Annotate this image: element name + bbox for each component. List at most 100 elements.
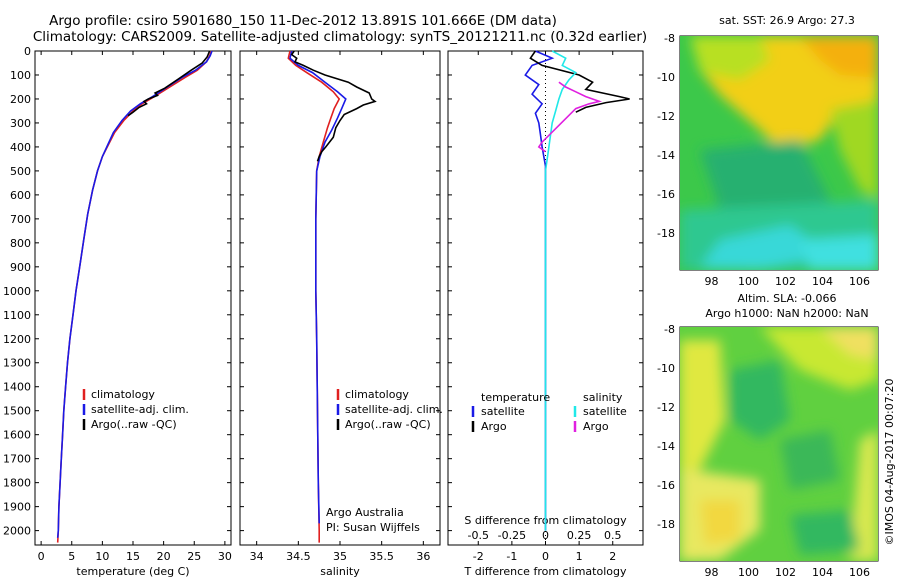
legend-label: satellite	[481, 405, 525, 418]
y-tick-label: 1800	[3, 477, 31, 490]
map-y-tick-label: -8	[664, 323, 675, 336]
map-x-tick-label: 104	[812, 275, 833, 288]
series-line-argo	[529, 50, 630, 113]
map-y-tick-label: -16	[657, 188, 675, 201]
x-tick-label: 35.5	[369, 550, 394, 563]
x-axis-label: T difference from climatology	[464, 565, 627, 578]
y-tick-label: 1700	[3, 453, 31, 466]
map-x-tick-label: 106	[849, 566, 870, 579]
x-axis-label: temperature (deg C)	[76, 565, 189, 578]
s-diff-tick-label: -0.5	[468, 529, 489, 542]
map-y-tick-label: -18	[657, 227, 675, 240]
x-tick-label: -2	[473, 550, 484, 563]
y-tick-label: 700	[10, 213, 31, 226]
x-tick-label: 20	[157, 550, 171, 563]
map-title: Altim. SLA: -0.066	[737, 292, 836, 305]
figure-title-line2: Climatology: CARS2009. Satellite-adjuste…	[32, 29, 648, 45]
series-line-argo-raw-qc-	[127, 50, 211, 117]
y-tick-label: 1100	[3, 309, 31, 322]
y-tick-label: 2000	[3, 525, 31, 538]
map-x-tick-label: 100	[738, 566, 759, 579]
map-y-tick-label: -10	[657, 362, 675, 375]
y-tick-label: 300	[10, 117, 31, 130]
annotation-institution: Argo Australia	[326, 506, 404, 519]
s-diff-tick-label: -0.25	[498, 529, 526, 542]
legend-group-temperature: temperature	[481, 391, 550, 404]
x-tick-label: 15	[126, 550, 140, 563]
figure-title-line1: Argo profile: csiro 5901680_150 11-Dec-2…	[49, 13, 557, 29]
series-line-satellite-adj-clim-	[289, 50, 347, 524]
series-line-satellite-adj-clim-	[56, 50, 213, 538]
legend-label: satellite	[583, 405, 627, 418]
map-x-tick-label: 102	[775, 566, 796, 579]
series-line-climatology	[56, 50, 213, 543]
y-tick-label: 1900	[3, 501, 31, 514]
x-tick-label: 2	[609, 550, 616, 563]
map-y-tick-label: -12	[657, 401, 675, 414]
x-tick-label: 10	[95, 550, 109, 563]
x-tick-label: 36	[416, 550, 430, 563]
series-line-satellite	[544, 50, 578, 531]
map-x-tick-label: 106	[849, 275, 870, 288]
y-tick-label: 1300	[3, 357, 31, 370]
y-tick-label: 1500	[3, 405, 31, 418]
y-tick-label: 600	[10, 189, 31, 202]
legend-label: Argo(..raw -QC)	[91, 418, 177, 431]
y-tick-label: 0	[24, 45, 31, 58]
x-tick-label: 1	[576, 550, 583, 563]
y-tick-label: 900	[10, 261, 31, 274]
map-x-tick-label: 100	[738, 275, 759, 288]
legend-label: climatology	[345, 388, 409, 401]
series-line-argo	[537, 81, 603, 153]
x-tick-label: 25	[187, 550, 201, 563]
y-tick-label: 200	[10, 93, 31, 106]
map-title: sat. SST: 26.9 Argo: 27.3	[719, 14, 855, 27]
series-line-argo-raw-qc-	[290, 50, 377, 162]
x-tick-label: 34.5	[286, 550, 311, 563]
legend-label: climatology	[91, 388, 155, 401]
legend-label: satellite-adj. clim.	[345, 403, 443, 416]
legend-group-salinity: salinity	[583, 391, 623, 404]
annotation-pi: PI: Susan Wijffels	[326, 521, 420, 534]
x-tick-label: 35	[333, 550, 347, 563]
series-line-climatology	[287, 50, 341, 543]
y-tick-label: 1000	[3, 285, 31, 298]
y-tick-label: 500	[10, 165, 31, 178]
y-tick-label: 1400	[3, 381, 31, 394]
y-tick-label: 100	[10, 69, 31, 82]
x-tick-label: 0	[542, 550, 549, 563]
map-x-tick-label: 98	[704, 566, 718, 579]
legend-label: Argo	[481, 420, 507, 433]
x-tick-label: 30	[218, 550, 232, 563]
y-tick-label: 400	[10, 141, 31, 154]
x-tick-label: 0	[38, 550, 45, 563]
map-y-tick-label: -10	[657, 71, 675, 84]
x-axis-label: salinity	[320, 565, 360, 578]
x-tick-label: -1	[506, 550, 517, 563]
x-tick-label: 5	[68, 550, 75, 563]
map-x-tick-label: 104	[812, 566, 833, 579]
legend-label: Argo(..raw -QC)	[345, 418, 431, 431]
map-x-tick-label: 102	[775, 275, 796, 288]
map-y-tick-label: -14	[657, 440, 675, 453]
y-tick-label: 800	[10, 237, 31, 250]
map-y-tick-label: -8	[664, 32, 675, 45]
plot-frame-2	[239, 50, 441, 546]
map-y-tick-label: -16	[657, 479, 675, 492]
s-diff-tick-label: 0.25	[567, 529, 592, 542]
legend-label: Argo	[583, 420, 609, 433]
plot-frame-1	[34, 50, 232, 546]
y-tick-label: 1600	[3, 429, 31, 442]
footer-credit: ©IMOS 04-Aug-2017 00:07:20	[883, 379, 896, 546]
map-x-tick-label: 98	[704, 275, 718, 288]
x-tick-label: 34	[250, 550, 264, 563]
legend-label: satellite-adj. clim.	[91, 403, 189, 416]
map-title: Argo h1000: NaN h2000: NaN	[705, 307, 868, 320]
map-y-tick-label: -12	[657, 110, 675, 123]
y-tick-label: 1200	[3, 333, 31, 346]
s-diff-tick-label: 0.5	[604, 529, 622, 542]
map-y-tick-label: -18	[657, 518, 675, 531]
series-line-satellite	[524, 50, 555, 531]
map-y-tick-label: -14	[657, 149, 675, 162]
